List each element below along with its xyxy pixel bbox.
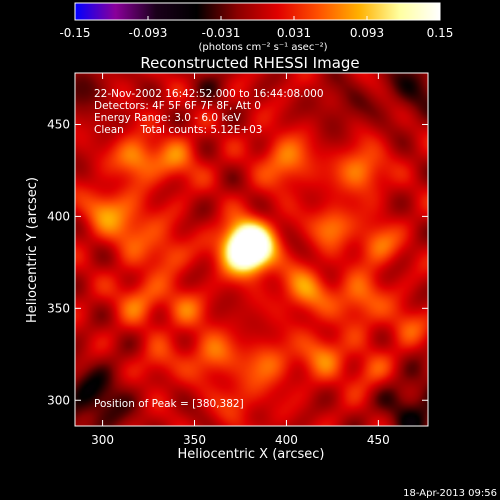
colorbar-tick-label: 0.15 bbox=[427, 26, 454, 40]
colorbar-tick-label: -0.093 bbox=[129, 26, 168, 40]
y-tick-label: 300 bbox=[47, 393, 70, 407]
annotation-time-range: 22-Nov-2002 16:42:52.000 to 16:44:08.000 bbox=[94, 88, 324, 100]
chart-title: Reconstructed RHESSI Image bbox=[140, 54, 359, 72]
colorbar-tick-label: -0.031 bbox=[202, 26, 241, 40]
colorbar-tick-label: 0.031 bbox=[277, 26, 311, 40]
x-axis-label: Heliocentric X (arcsec) bbox=[178, 447, 325, 462]
y-tick-label: 450 bbox=[47, 117, 70, 131]
x-axis-ticks: 300 350 400 450 bbox=[91, 73, 390, 447]
x-tick-label: 400 bbox=[275, 433, 298, 447]
colorbar-unit-label: (photons cm⁻² s⁻¹ asec⁻²) bbox=[198, 42, 327, 53]
y-tick-label: 350 bbox=[47, 301, 70, 315]
annotation-energy-range: Energy Range: 3.0 - 6.0 keV bbox=[94, 112, 242, 124]
colorbar-tick-label: 0.093 bbox=[350, 26, 384, 40]
y-axis-label: Heliocentric Y (arcsec) bbox=[25, 177, 40, 323]
footer-date: 18-Apr-2013 09:56 bbox=[403, 488, 497, 499]
colorbar-gradient bbox=[74, 2, 441, 21]
x-tick-label: 350 bbox=[183, 433, 206, 447]
colorbar: -0.15 -0.093 -0.031 0.031 0.093 0.15 (photons… bbox=[59, 2, 453, 53]
y-axis-ticks: 300 350 400 450 bbox=[47, 117, 428, 407]
annotation-peak-position: Position of Peak = [380,382] bbox=[94, 398, 244, 410]
colorbar-tick-label: -0.15 bbox=[59, 26, 90, 40]
colorbar-ticks: -0.15 -0.093 -0.031 0.031 0.093 0.15 bbox=[59, 16, 453, 40]
plot-frame bbox=[74, 72, 429, 427]
x-tick-label: 300 bbox=[91, 433, 114, 447]
annotations: 22-Nov-2002 16:42:52.000 to 16:44:08.000… bbox=[94, 88, 324, 410]
heatmap-image bbox=[75, 73, 428, 426]
annotation-detectors: Detectors: 4F 5F 6F 7F 8F, Att 0 bbox=[94, 100, 261, 112]
y-tick-label: 400 bbox=[47, 209, 70, 223]
annotation-clean-counts: Clean Total counts: 5.12E+03 bbox=[94, 124, 263, 136]
plot-area: 300 350 400 450 300 350 400 450 bbox=[47, 72, 429, 447]
x-tick-label: 450 bbox=[367, 433, 390, 447]
